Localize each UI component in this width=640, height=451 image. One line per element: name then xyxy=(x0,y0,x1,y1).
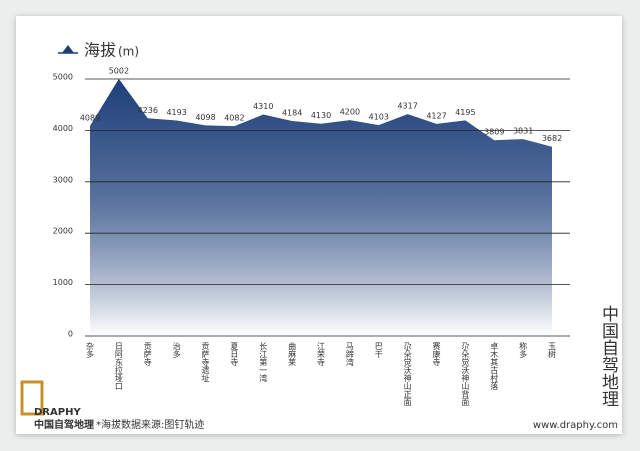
legend-icon xyxy=(62,45,74,53)
x-tick-label: 玉树 xyxy=(548,342,557,359)
website: www.draphy.com xyxy=(533,420,618,431)
value-label: 4103 xyxy=(369,113,389,122)
x-tick-label: 贡萨寺 xyxy=(143,342,152,366)
x-tick-label: 尕朵觉沃神山正面 xyxy=(403,342,412,407)
value-label: 4127 xyxy=(426,111,446,120)
y-unit: (m) xyxy=(118,45,139,59)
value-label: 4089 xyxy=(80,113,100,122)
source: *海拔数据来源:图钉轨迹 xyxy=(96,418,204,431)
y-tick-label: 0 xyxy=(68,330,73,339)
value-label: 4184 xyxy=(282,108,302,117)
logo-en: DRAPHY xyxy=(34,407,81,418)
value-label: 4310 xyxy=(253,102,273,111)
chart-title: 海拔 xyxy=(84,41,116,60)
x-tick-label: 贡萨寺遗址 xyxy=(201,342,210,382)
value-label: 4130 xyxy=(311,111,331,120)
value-label: 4193 xyxy=(166,108,186,117)
value-label: 4082 xyxy=(224,114,244,123)
value-label: 3831 xyxy=(513,127,533,136)
x-tick-label: 卓木其古村落 xyxy=(490,341,499,391)
x-tick-label: 曲麻莱 xyxy=(288,341,297,367)
x-tick-label: 江荣寺 xyxy=(317,342,326,366)
x-tick-label: 夏日寺 xyxy=(230,342,239,366)
side-title: 中国自驾地理 xyxy=(598,305,619,407)
x-tick-label: 巴干 xyxy=(374,342,383,359)
logo-frame xyxy=(20,380,44,416)
x-tick-label: 长江第一湾 xyxy=(259,341,268,383)
value-label: 4098 xyxy=(195,113,215,122)
x-tick-label: 日阿东拉垭口 xyxy=(114,342,123,390)
y-tick-label: 4000 xyxy=(53,124,73,133)
x-tick-label: 治多 xyxy=(172,341,181,359)
value-label: 4200 xyxy=(340,108,360,117)
value-label: 5002 xyxy=(109,66,129,75)
area xyxy=(90,78,552,336)
x-tick-label: 称多 xyxy=(519,341,528,359)
x-tick-label: 尕朵觉沃神山背面 xyxy=(461,342,470,407)
x-tick-label: 马蹄湾 xyxy=(345,342,354,367)
y-tick-label: 1000 xyxy=(53,278,73,287)
x-tick-label: 杂多 xyxy=(86,342,95,359)
y-tick-label: 2000 xyxy=(53,227,73,236)
logo-cn: 中国自驾地理 xyxy=(34,418,94,431)
y-tick-label: 5000 xyxy=(53,73,73,82)
value-label: 3809 xyxy=(484,128,504,137)
value-label: 3682 xyxy=(542,134,562,143)
value-label: 4195 xyxy=(455,108,475,117)
y-tick-label: 3000 xyxy=(53,175,73,184)
value-label: 4236 xyxy=(138,106,158,115)
x-tick-label: 赛康寺 xyxy=(432,341,441,366)
value-label: 4317 xyxy=(397,102,417,111)
